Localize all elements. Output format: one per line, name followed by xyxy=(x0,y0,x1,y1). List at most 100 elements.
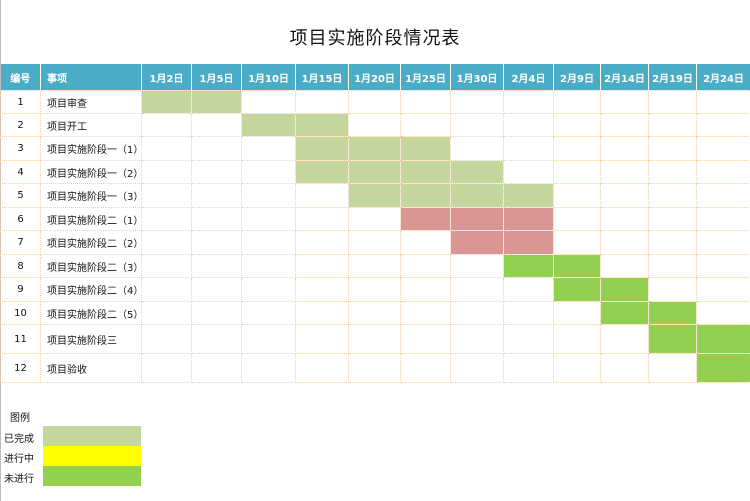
gantt-empty-cell xyxy=(348,277,401,302)
column-header-item: 事项 xyxy=(40,64,142,91)
row-number: 7 xyxy=(0,230,41,255)
gantt-empty-cell xyxy=(450,353,504,383)
gantt-bar-cell xyxy=(450,207,504,231)
table-row: 11 项目实施阶段三 xyxy=(0,324,750,354)
gantt-empty-cell xyxy=(141,113,192,137)
gantt-empty-cell xyxy=(600,207,649,231)
row-number: 8 xyxy=(0,254,41,278)
gantt-bar-cell xyxy=(553,254,601,278)
gantt-empty-cell xyxy=(648,254,697,278)
gantt-bar-cell xyxy=(450,160,504,184)
gantt-empty-cell xyxy=(600,324,649,354)
gantt-empty-cell xyxy=(241,301,296,325)
gantt-empty-cell xyxy=(348,90,401,114)
gantt-empty-cell xyxy=(648,353,697,383)
column-header-date: 2月4日 xyxy=(503,64,554,91)
gantt-empty-cell xyxy=(648,160,697,184)
gantt-empty-cell xyxy=(450,113,504,137)
task-name: 项目实施阶段二（2） xyxy=(40,230,142,255)
gantt-empty-cell xyxy=(191,230,242,255)
gantt-bar-cell xyxy=(348,160,401,184)
column-header-date: 1月20日 xyxy=(348,64,401,91)
gantt-empty-cell xyxy=(450,301,504,325)
gantt-empty-cell xyxy=(191,183,242,208)
gantt-empty-cell xyxy=(553,230,601,255)
gantt-empty-cell xyxy=(553,183,601,208)
task-name: 项目实施阶段二（4） xyxy=(40,277,142,302)
legend-item-not-started: 未进行 xyxy=(0,466,150,486)
gantt-bar-cell xyxy=(295,160,349,184)
legend-title: 图例 xyxy=(10,413,30,424)
gantt-empty-cell xyxy=(503,301,554,325)
gantt-empty-cell xyxy=(295,301,349,325)
gantt-empty-cell xyxy=(648,277,697,302)
column-header-date: 1月2日 xyxy=(141,64,192,91)
page-title: 项目实施阶段情况表 xyxy=(289,28,461,49)
gantt-empty-cell xyxy=(191,301,242,325)
gantt-empty-cell xyxy=(141,254,192,278)
gantt-bar-cell xyxy=(503,254,554,278)
table-row: 1 项目审查 xyxy=(0,90,750,114)
table-row: 7 项目实施阶段二（2） xyxy=(0,230,750,255)
gantt-bar-cell xyxy=(600,301,649,325)
gantt-empty-cell xyxy=(241,90,296,114)
gantt-empty-cell xyxy=(696,183,750,208)
gantt-empty-cell xyxy=(696,230,750,255)
column-header-date: 2月24日 xyxy=(696,64,750,91)
header-row: 编号 事项 1月2日 1月5日 1月10日 1月15日 1月20日 1月25日 1月30日 2… xyxy=(0,64,750,91)
gantt-empty-cell xyxy=(400,254,451,278)
gantt-empty-cell xyxy=(648,207,697,231)
gantt-empty-cell xyxy=(241,136,296,161)
gantt-empty-cell xyxy=(696,277,750,302)
legend-label: 已完成 xyxy=(4,434,34,445)
gantt-bar-cell xyxy=(400,136,451,161)
table-row: 5 项目实施阶段一（3） xyxy=(0,183,750,208)
gantt-empty-cell xyxy=(400,113,451,137)
gantt-bar-cell xyxy=(648,324,697,354)
gantt-empty-cell xyxy=(648,136,697,161)
gantt-empty-cell xyxy=(400,324,451,354)
gantt-empty-cell xyxy=(696,136,750,161)
gantt-bar-cell xyxy=(348,183,401,208)
task-name: 项目实施阶段一（2） xyxy=(40,160,142,184)
gantt-empty-cell xyxy=(600,113,649,137)
gantt-bar-cell xyxy=(450,230,504,255)
row-number: 12 xyxy=(0,353,41,383)
gantt-bar-cell xyxy=(191,90,242,114)
gantt-empty-cell xyxy=(450,90,504,114)
task-name: 项目实施阶段三 xyxy=(40,324,142,354)
gantt-empty-cell xyxy=(348,230,401,255)
gantt-bar-cell xyxy=(503,207,554,231)
gantt-empty-cell xyxy=(141,277,192,302)
gantt-empty-cell xyxy=(295,254,349,278)
gantt-empty-cell xyxy=(553,136,601,161)
gantt-empty-cell xyxy=(648,230,697,255)
table-row: 4 项目实施阶段一（2） xyxy=(0,160,750,184)
column-header-no: 编号 xyxy=(0,64,41,91)
row-number: 6 xyxy=(0,207,41,231)
gantt-empty-cell xyxy=(600,254,649,278)
gantt-empty-cell xyxy=(400,90,451,114)
gantt-bar-cell xyxy=(503,183,554,208)
column-header-date: 1月25日 xyxy=(400,64,451,91)
gantt-empty-cell xyxy=(141,230,192,255)
row-number: 9 xyxy=(0,277,41,302)
gantt-bar-cell xyxy=(696,353,750,383)
gantt-bar-cell xyxy=(648,301,697,325)
gantt-empty-cell xyxy=(600,136,649,161)
gantt-empty-cell xyxy=(503,113,554,137)
row-number: 11 xyxy=(0,324,41,354)
task-name: 项目实施阶段一（1） xyxy=(40,136,142,161)
gantt-empty-cell xyxy=(553,90,601,114)
gantt-empty-cell xyxy=(553,353,601,383)
gantt-empty-cell xyxy=(241,183,296,208)
gantt-empty-cell xyxy=(295,183,349,208)
gantt-empty-cell xyxy=(241,230,296,255)
gantt-empty-cell xyxy=(400,277,451,302)
gantt-empty-cell xyxy=(141,301,192,325)
task-name: 项目开工 xyxy=(40,113,142,137)
gantt-empty-cell xyxy=(648,90,697,114)
gantt-empty-cell xyxy=(648,183,697,208)
gantt-empty-cell xyxy=(450,136,504,161)
gantt-empty-cell xyxy=(553,207,601,231)
